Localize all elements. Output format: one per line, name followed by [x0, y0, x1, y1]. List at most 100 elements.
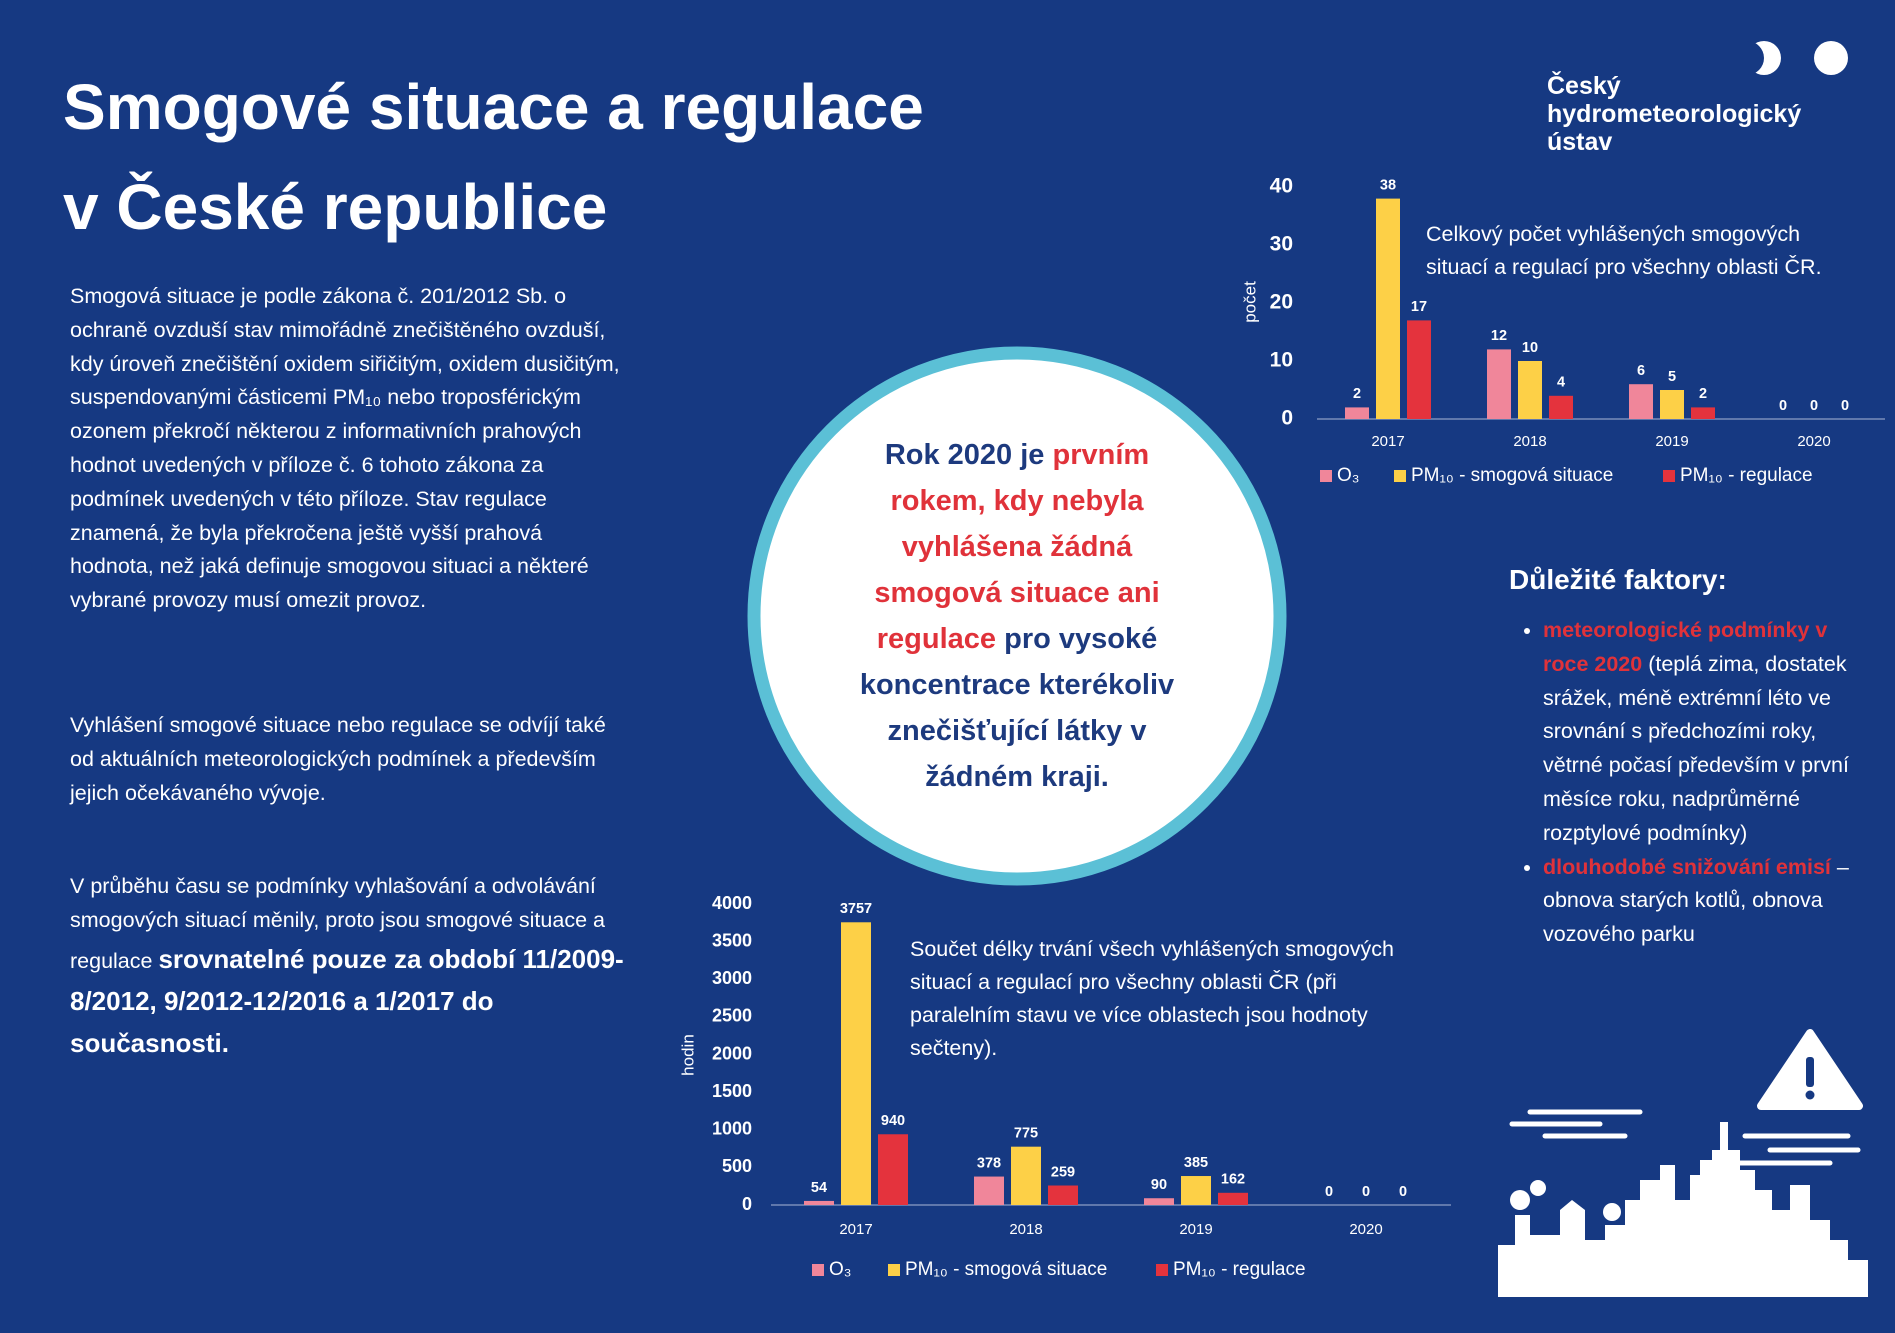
- bar: [1376, 198, 1400, 419]
- chart-description: Celkový počet vyhlášených smogových situ…: [1426, 222, 1822, 279]
- legend-swatch: [1320, 470, 1332, 482]
- text-segment: srovnatelné pouze za období 11/2009-8/20…: [70, 943, 624, 1058]
- data-label: 6: [1637, 363, 1645, 379]
- highlight-text: Rok 2020 je prvním rokem, kdy nebyla vyh…: [844, 432, 1190, 800]
- data-label: 162: [1221, 1172, 1245, 1188]
- legend-swatch: [1663, 470, 1675, 482]
- data-label: 38: [1380, 177, 1396, 193]
- y-axis-label: hodin: [678, 1034, 697, 1076]
- city-illustration: [1498, 1029, 1868, 1297]
- paragraph: Vyhlášení smogové situace nebo regulace …: [70, 709, 625, 810]
- y-tick-label: 4000: [712, 893, 752, 913]
- data-label: 2: [1353, 386, 1361, 402]
- x-tick-label: 2020: [1797, 433, 1830, 450]
- bar: [1629, 384, 1653, 419]
- warning-mark: [1806, 1057, 1814, 1087]
- legend-label: PM₁₀ - smogová situace: [1411, 465, 1613, 486]
- data-label: 0: [1841, 398, 1849, 414]
- smoke: [1510, 1190, 1530, 1210]
- skyline: [1498, 1122, 1868, 1297]
- data-label: 54: [811, 1180, 827, 1196]
- data-label: 378: [977, 1155, 1001, 1171]
- x-tick-label: 2019: [1655, 433, 1688, 450]
- legend-label: O₃: [1337, 465, 1360, 486]
- x-tick-label: 2018: [1513, 433, 1546, 450]
- bar: [1181, 1176, 1211, 1205]
- bar: [1518, 361, 1542, 419]
- factor-item: dlouhodobé snižování emisí – obnova star…: [1543, 851, 1849, 952]
- text-segment: (teplá zima, dostatek srážek, méně extré…: [1543, 651, 1849, 845]
- factors-heading: Důležité faktory:: [1509, 564, 1727, 595]
- text-segment: V průběhu času se podmínky vyhlašování a…: [70, 874, 605, 973]
- data-label: 90: [1151, 1177, 1167, 1193]
- x-tick-label: 2018: [1009, 1221, 1042, 1238]
- legend-label: O₃: [829, 1259, 852, 1280]
- y-tick-label: 3000: [712, 968, 752, 988]
- text-segment: Smogová situace je podle zákona č. 201/2…: [70, 284, 620, 613]
- legend-label: PM₁₀ - regulace: [1680, 465, 1813, 486]
- data-label: 0: [1399, 1184, 1407, 1200]
- bar: [1487, 349, 1511, 419]
- data-label: 4: [1557, 375, 1565, 391]
- y-tick-label: 3500: [712, 930, 752, 950]
- y-tick-label: 40: [1270, 175, 1293, 198]
- bar: [1011, 1146, 1041, 1205]
- y-tick-label: 1500: [712, 1081, 752, 1101]
- data-label: 3757: [840, 901, 872, 917]
- factors: Důležité faktory: meteorologické podmínk…: [1509, 562, 1849, 952]
- wind-lines: [1509, 1109, 1861, 1166]
- data-label: 775: [1014, 1126, 1038, 1142]
- y-tick-label: 2500: [712, 1006, 752, 1026]
- y-axis-label: počet: [1240, 281, 1259, 323]
- bar: [1660, 390, 1684, 419]
- data-label: 0: [1779, 398, 1787, 414]
- page-title: Smogové situace a regulace: [63, 71, 924, 143]
- data-label: 940: [881, 1113, 905, 1129]
- legend-swatch: [1156, 1264, 1168, 1276]
- paragraph: V průběhu času se podmínky vyhlašování a…: [70, 870, 625, 1064]
- bar: [1048, 1185, 1078, 1205]
- smoke: [1603, 1203, 1621, 1221]
- data-label: 0: [1810, 398, 1818, 414]
- text-segment: Rok 2020 je: [884, 439, 1053, 471]
- y-tick-label: 2000: [712, 1043, 752, 1063]
- data-label: 12: [1491, 328, 1507, 344]
- chart-description: Součet délky trvání všech vyhlášených sm…: [910, 937, 1394, 1060]
- data-label: 0: [1362, 1184, 1370, 1200]
- text-segment: meteorologické podmínky v roce 2020: [1543, 618, 1828, 676]
- bar: [878, 1134, 908, 1205]
- legend-swatch: [888, 1264, 900, 1276]
- bar: [1691, 407, 1715, 419]
- x-tick-label: 2017: [839, 1221, 872, 1238]
- data-label: 10: [1522, 340, 1538, 356]
- data-label: 0: [1325, 1184, 1333, 1200]
- data-label: 17: [1411, 299, 1427, 315]
- data-label: 385: [1184, 1155, 1208, 1171]
- text-segment: – obnova starých kotlů, obnova vozového …: [1543, 854, 1849, 947]
- logo-text: Český hydrometeorologický ústav: [1547, 72, 1801, 156]
- highlight-circle: [747, 346, 1287, 886]
- text-segment: prvním rokem, kdy nebyla vyhlášena žádná…: [874, 439, 1160, 655]
- y-tick-label: 20: [1270, 291, 1293, 314]
- logo-line: Český: [1547, 72, 1621, 100]
- data-label: 259: [1051, 1164, 1075, 1180]
- text-segment: Vyhlášení smogové situace nebo regulace …: [70, 713, 606, 805]
- smoke: [1530, 1180, 1546, 1196]
- bar: [1218, 1192, 1248, 1205]
- logo-dot-cut: [1747, 41, 1764, 75]
- legend-swatch: [812, 1264, 824, 1276]
- x-tick-label: 2017: [1371, 433, 1404, 450]
- factor-item: meteorologické podmínky v roce 2020 (tep…: [1543, 614, 1849, 851]
- bar: [1144, 1198, 1174, 1205]
- x-tick-label: 2020: [1349, 1221, 1382, 1238]
- data-label: 2: [1699, 386, 1707, 402]
- legend-swatch: [1394, 470, 1406, 482]
- y-tick-label: 0: [742, 1194, 752, 1214]
- bar: [804, 1200, 834, 1205]
- bar: [1549, 395, 1573, 419]
- bar: [1345, 407, 1369, 419]
- x-tick-label: 2019: [1179, 1221, 1212, 1238]
- data-label: 5: [1668, 369, 1676, 385]
- page-title: v České republice: [63, 171, 608, 243]
